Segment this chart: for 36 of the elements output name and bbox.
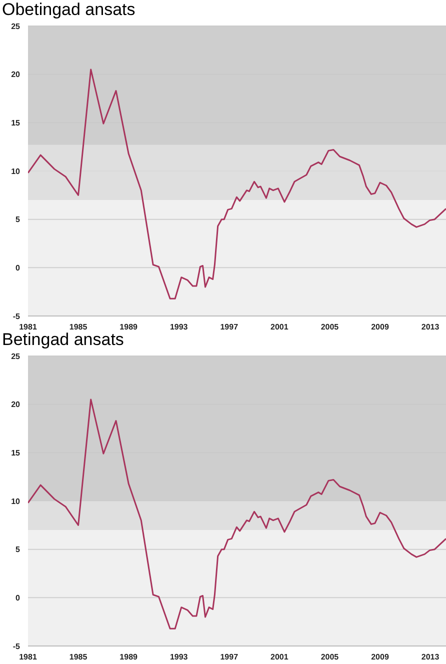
y-tick-label: 15 — [11, 118, 21, 128]
y-tick-label: 5 — [16, 215, 21, 224]
x-tick-label: 1989 — [120, 322, 138, 332]
x-tick-label: 1993 — [170, 652, 188, 662]
x-tick-label: 1993 — [170, 322, 188, 332]
x-tick-label: 1985 — [69, 322, 88, 332]
y-tick-label: 5 — [16, 545, 21, 554]
x-tick-label: 2009 — [371, 652, 390, 662]
y-tick-label: 0 — [16, 264, 21, 273]
x-tick-label: 1989 — [120, 652, 138, 662]
x-tick-label: 2013 — [421, 322, 440, 332]
x-tick-label: 1985 — [69, 652, 88, 662]
x-tick-label: 1981 — [19, 322, 38, 332]
y-tick-label: 15 — [11, 448, 21, 458]
y-tick-label: 25 — [11, 22, 21, 31]
x-tick-label: 2001 — [270, 652, 289, 662]
x-tick-label: 1997 — [220, 322, 239, 332]
y-tick-label: 25 — [11, 352, 21, 361]
y-tick-label: -5 — [12, 642, 21, 651]
x-tick-label: 2013 — [421, 652, 440, 662]
chart-title: Obetingad ansats — [1, 0, 136, 20]
chart-title: Betingad ansats — [1, 330, 125, 350]
y-tick-label: 20 — [11, 400, 21, 410]
y-tick-label: 20 — [11, 70, 21, 80]
y-tick-label: 0 — [16, 594, 21, 603]
x-tick-label: 2005 — [320, 652, 340, 662]
x-tick-label: 2009 — [371, 322, 390, 332]
x-tick-label: 1981 — [19, 652, 38, 662]
x-tick-label: 1997 — [220, 652, 239, 662]
x-tick-label: 2005 — [320, 322, 340, 332]
x-tick-label: 2001 — [270, 322, 289, 332]
y-tick-label: -5 — [12, 312, 21, 321]
y-tick-label: 10 — [11, 496, 21, 506]
line-series — [28, 68, 446, 300]
line-series — [28, 398, 446, 630]
y-tick-label: 10 — [11, 166, 21, 176]
